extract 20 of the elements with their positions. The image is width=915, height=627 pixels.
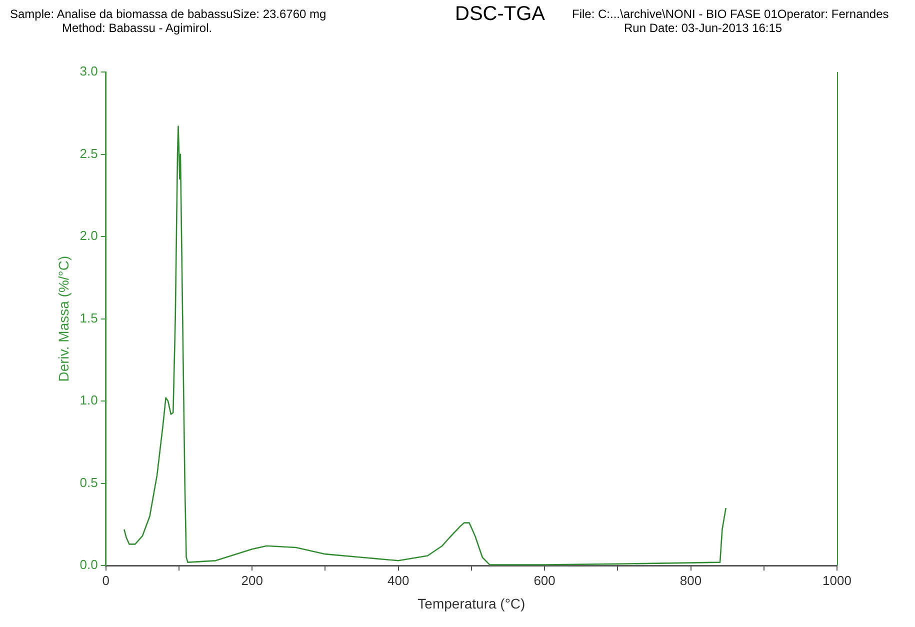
text: Sample: Analise da biomassa de babassuSize: 23.6760 mg bbox=[10, 7, 326, 21]
x-tick-label: 0 bbox=[102, 572, 110, 588]
x-tick-label: 600 bbox=[534, 572, 556, 588]
x-tick-label: 200 bbox=[241, 572, 263, 588]
y-tick-label: 1.0 bbox=[80, 392, 98, 408]
x-tick-label: 400 bbox=[387, 572, 410, 588]
y-axis-title: Deriv. Massa (%/°C) bbox=[55, 256, 72, 382]
y-tick-label: 0.0 bbox=[80, 557, 98, 572]
x-tick-label: 800 bbox=[680, 572, 702, 588]
y-tick-label: 3.0 bbox=[80, 64, 98, 79]
text: File: C:...\archive\NONI - BIO FASE 01Operator: Fernandes bbox=[572, 7, 889, 21]
chart-title: DSC-TGA bbox=[455, 3, 545, 26]
y-tick-label: 0.5 bbox=[80, 474, 98, 490]
y-tick-label: 2.5 bbox=[80, 146, 98, 161]
y-tick-label: 1.5 bbox=[80, 310, 98, 326]
text: Method: Babassu - Agimirol. bbox=[62, 21, 212, 35]
x-tick-label: 1000 bbox=[822, 572, 852, 588]
x-axis-title: Temperatura (°C) bbox=[418, 595, 526, 612]
text: Run Date: 03-Jun-2013 16:15 bbox=[624, 21, 782, 35]
y-tick-label: 2.0 bbox=[80, 228, 98, 244]
